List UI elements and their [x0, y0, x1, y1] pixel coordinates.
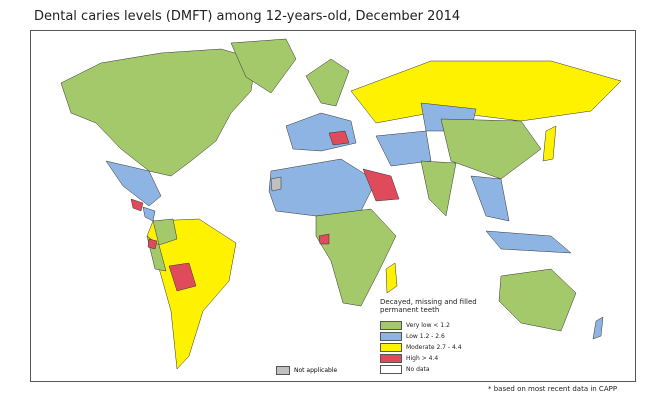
- legend-item: No data: [380, 364, 480, 375]
- legend-swatch: [380, 320, 402, 330]
- western-sahara: [270, 176, 282, 192]
- legend-title: Decayed, missing and filled permanent te…: [380, 298, 477, 315]
- greenland: [230, 38, 297, 94]
- map-frame: [30, 30, 636, 382]
- legend-item: Low 1.2 - 2.6: [380, 331, 480, 342]
- australia: [498, 268, 577, 332]
- legend-items: Very low < 1.2 Low 1.2 - 2.6 Moderate 2.7 …: [380, 320, 480, 375]
- canada-usa: [60, 48, 257, 177]
- russia: [350, 60, 622, 124]
- mexico: [105, 160, 162, 207]
- footnote: * based on most recent data in CAPP: [488, 385, 618, 393]
- africa-south: [315, 208, 397, 307]
- legend-label: Moderate 2.7 - 4.4: [406, 343, 462, 351]
- legend-label: High > 4.4: [406, 354, 439, 362]
- iran-area: [375, 130, 432, 167]
- map-title: Dental caries levels (DMFT) among 12-yea…: [34, 9, 461, 24]
- legend-item: Moderate 2.7 - 4.4: [380, 342, 480, 353]
- new-zealand: [592, 316, 604, 340]
- bolivia: [168, 262, 197, 292]
- scandinavia: [305, 58, 350, 107]
- legend-label: Very low < 1.2: [406, 321, 450, 329]
- saudi-arabia: [362, 168, 400, 202]
- not-applicable-label: Not applicable: [294, 367, 338, 374]
- india: [420, 160, 457, 217]
- central-america-2: [142, 206, 156, 222]
- legend: Decayed, missing and filled permanent te…: [380, 298, 480, 375]
- indonesia: [485, 230, 572, 254]
- legend-label: No data: [406, 365, 430, 373]
- madagascar: [385, 262, 398, 294]
- legend-swatch: [380, 331, 402, 341]
- ecuador: [147, 238, 158, 250]
- swatch: [276, 366, 290, 375]
- world-map: [60, 38, 622, 370]
- not-applicable-key: Not applicable: [276, 366, 337, 375]
- japan: [542, 125, 557, 162]
- china: [440, 118, 542, 180]
- colombia: [152, 218, 178, 246]
- legend-label: Low 1.2 - 2.6: [406, 332, 445, 340]
- legend-swatch: [380, 364, 402, 374]
- legend-item: High > 4.4: [380, 353, 480, 364]
- southeast-asia: [470, 175, 510, 222]
- africa-north: [268, 158, 377, 217]
- gabon: [318, 233, 330, 245]
- balkans: [328, 130, 350, 146]
- legend-item: Very low < 1.2: [380, 320, 480, 331]
- legend-swatch: [380, 342, 402, 352]
- legend-swatch: [380, 353, 402, 363]
- central-america: [130, 198, 144, 212]
